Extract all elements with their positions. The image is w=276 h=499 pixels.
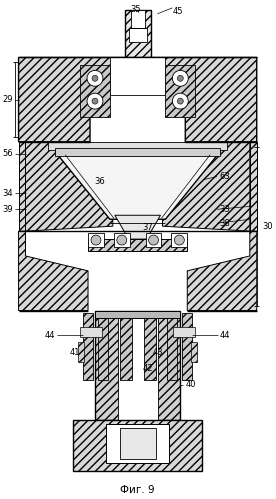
Bar bbox=[83, 312, 93, 380]
Text: 34: 34 bbox=[2, 189, 13, 198]
Text: 45: 45 bbox=[172, 7, 183, 16]
Text: 42: 42 bbox=[142, 364, 153, 373]
Bar bbox=[80, 65, 110, 117]
Text: 29: 29 bbox=[2, 95, 13, 104]
Bar bbox=[106, 424, 169, 464]
Circle shape bbox=[177, 98, 183, 104]
Polygon shape bbox=[163, 142, 250, 231]
Bar bbox=[48, 142, 227, 150]
Bar bbox=[171, 233, 187, 247]
Bar bbox=[55, 148, 220, 156]
Polygon shape bbox=[25, 142, 113, 231]
Bar bbox=[182, 312, 192, 380]
Circle shape bbox=[172, 70, 188, 86]
Text: 37: 37 bbox=[142, 223, 153, 232]
Text: 35: 35 bbox=[130, 5, 141, 14]
Circle shape bbox=[91, 235, 101, 245]
Circle shape bbox=[177, 75, 183, 81]
Circle shape bbox=[92, 98, 98, 104]
Text: Фиг. 9: Фиг. 9 bbox=[120, 485, 155, 495]
Bar bbox=[144, 312, 155, 380]
Polygon shape bbox=[250, 142, 257, 231]
Text: 33: 33 bbox=[219, 205, 230, 214]
Bar bbox=[114, 233, 130, 247]
Circle shape bbox=[174, 235, 184, 245]
Bar bbox=[98, 312, 108, 380]
Polygon shape bbox=[18, 231, 88, 310]
Polygon shape bbox=[115, 215, 160, 239]
Bar bbox=[120, 312, 132, 380]
Bar bbox=[88, 239, 187, 251]
Polygon shape bbox=[18, 57, 125, 142]
Polygon shape bbox=[187, 231, 257, 310]
Text: 56: 56 bbox=[2, 149, 13, 158]
Bar bbox=[120, 428, 155, 460]
Circle shape bbox=[172, 93, 188, 109]
Text: 63: 63 bbox=[219, 172, 230, 181]
Bar bbox=[165, 65, 195, 117]
Bar bbox=[129, 27, 147, 41]
Circle shape bbox=[87, 70, 103, 86]
Bar bbox=[168, 312, 177, 380]
Bar bbox=[125, 10, 150, 57]
Bar bbox=[191, 342, 197, 362]
Circle shape bbox=[117, 235, 127, 245]
Text: 38: 38 bbox=[219, 219, 230, 228]
Bar bbox=[110, 57, 165, 95]
Polygon shape bbox=[18, 142, 25, 231]
Bar bbox=[95, 310, 180, 318]
Bar bbox=[95, 310, 180, 420]
Bar bbox=[146, 233, 161, 247]
Polygon shape bbox=[55, 152, 220, 219]
Text: 39: 39 bbox=[2, 205, 13, 214]
Text: 44: 44 bbox=[45, 331, 55, 340]
Bar bbox=[88, 233, 104, 247]
Text: 40: 40 bbox=[185, 380, 196, 389]
Text: 41: 41 bbox=[70, 348, 80, 357]
Text: 36: 36 bbox=[95, 177, 105, 186]
Bar bbox=[78, 342, 84, 362]
Bar bbox=[80, 327, 102, 337]
Circle shape bbox=[148, 235, 158, 245]
Text: 44: 44 bbox=[220, 331, 230, 340]
Bar bbox=[73, 420, 202, 472]
Text: 30: 30 bbox=[263, 222, 273, 231]
Circle shape bbox=[87, 93, 103, 109]
Polygon shape bbox=[150, 57, 257, 142]
Bar bbox=[131, 10, 145, 27]
Circle shape bbox=[92, 75, 98, 81]
Bar bbox=[173, 327, 195, 337]
Text: 43: 43 bbox=[152, 348, 163, 357]
Bar bbox=[118, 310, 158, 420]
